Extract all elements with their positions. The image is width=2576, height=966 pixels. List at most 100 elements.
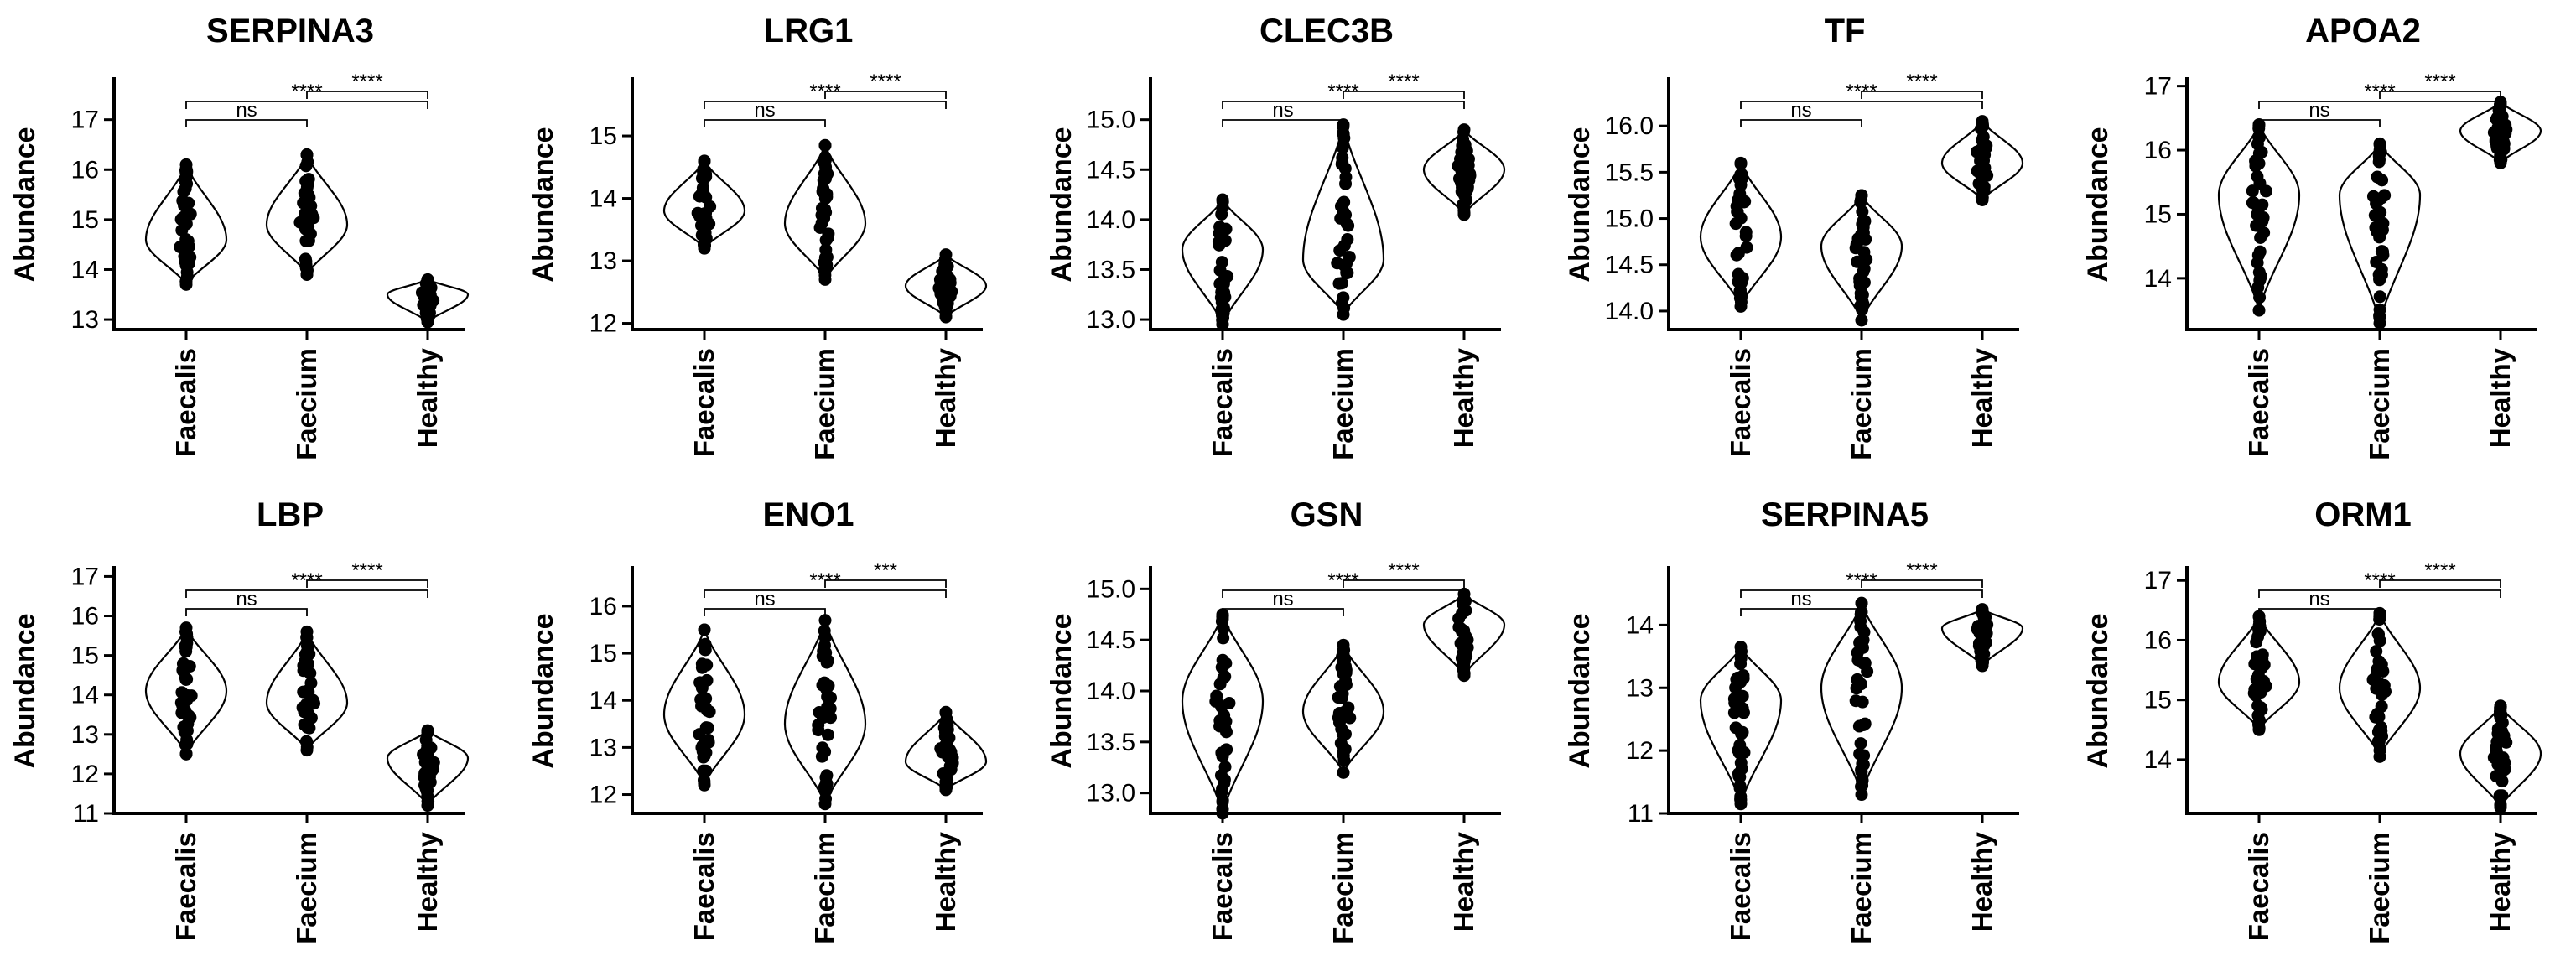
panel-title: ENO1 xyxy=(763,496,854,533)
panel-orm1: ORM1 Abundance 14 15 16 17 Faecalis Faecium Heal… xyxy=(2082,496,2542,944)
data-point xyxy=(1736,702,1749,715)
data-point xyxy=(1729,681,1742,694)
y-tick-label: 15.5 xyxy=(1605,158,1654,186)
data-point xyxy=(2372,628,2386,641)
data-point xyxy=(1734,211,1748,225)
y-tick-label: 15 xyxy=(71,206,99,234)
data-point xyxy=(2377,678,2391,692)
data-point xyxy=(699,721,713,735)
data-point xyxy=(821,654,834,667)
data-point xyxy=(2375,268,2388,282)
data-point xyxy=(821,728,834,741)
data-point xyxy=(179,256,192,269)
data-point xyxy=(1857,657,1870,670)
data-point xyxy=(818,624,831,637)
data-point xyxy=(1854,299,1867,313)
data-point xyxy=(1737,669,1750,683)
significance-bracket xyxy=(1222,101,1465,109)
data-point xyxy=(818,154,832,168)
data-point xyxy=(1854,678,1867,691)
panel-clec3b: CLEC3B Abundance 13.0 13.5 14.0 14.5 15.0 Faeca… xyxy=(1046,13,1506,460)
significance-bracket xyxy=(704,589,947,598)
data-point xyxy=(1455,184,1468,198)
data-point xyxy=(1340,257,1353,270)
significance-label: ns xyxy=(236,588,257,610)
data-point xyxy=(2251,699,2265,712)
data-point xyxy=(1215,661,1228,674)
y-tick-label: 14 xyxy=(589,687,617,714)
significance-bracket xyxy=(1222,119,1344,127)
y-tick-label: 14.0 xyxy=(1605,298,1654,325)
data-point xyxy=(1979,636,1992,649)
data-point xyxy=(303,647,316,661)
y-tick-label: 14 xyxy=(71,256,99,283)
data-point xyxy=(1734,756,1748,770)
data-point xyxy=(1976,115,1989,128)
data-point xyxy=(300,735,314,749)
panel-title: SERPINA5 xyxy=(1761,496,1929,533)
data-point xyxy=(1331,257,1344,270)
y-tick-label: 16.0 xyxy=(1605,112,1654,140)
data-point xyxy=(821,231,834,245)
data-point xyxy=(819,243,833,257)
panel-lbp: LBP Abundance 11 12 13 14 15 16 17 Faecalis Faeciu… xyxy=(9,496,470,944)
y-tick-label: 14.5 xyxy=(1087,156,1135,184)
y-tick-label: 17 xyxy=(2144,567,2172,595)
data-point xyxy=(1729,721,1742,735)
data-point xyxy=(1977,153,1991,167)
data-point xyxy=(818,639,831,652)
x-tick-label: Faecium xyxy=(809,832,840,944)
panel-title: LBP xyxy=(257,496,324,533)
data-point xyxy=(699,643,712,657)
x-tick-label: Faecium xyxy=(1327,832,1358,944)
data-point xyxy=(1732,770,1746,783)
x-tick-label: Faecium xyxy=(2364,832,2395,944)
data-point xyxy=(1461,633,1474,647)
data-point xyxy=(301,178,314,191)
significance-bracket xyxy=(185,101,428,109)
data-point xyxy=(821,700,834,714)
data-point xyxy=(177,720,190,734)
y-tick-label: 16 xyxy=(2144,137,2172,164)
data-point xyxy=(2370,197,2383,210)
data-point xyxy=(1337,196,1350,210)
data-point xyxy=(1978,617,1992,631)
data-point xyxy=(2247,196,2261,210)
x-tick-label: Faecalis xyxy=(170,348,201,457)
y-tick-label: 13 xyxy=(589,247,617,275)
y-axis-label: Abundance xyxy=(1564,613,1596,768)
data-point xyxy=(1341,266,1354,279)
y-axis-label: Abundance xyxy=(527,613,559,768)
data-point xyxy=(944,745,958,759)
data-point xyxy=(2252,718,2266,731)
data-point xyxy=(2376,664,2390,678)
data-point xyxy=(299,234,313,247)
data-point xyxy=(175,224,189,237)
significance-bracket xyxy=(2258,101,2501,109)
data-point xyxy=(176,699,190,713)
y-tick-label: 16 xyxy=(2144,626,2172,654)
data-point xyxy=(1337,291,1350,304)
significance-label: ns xyxy=(1790,588,1811,610)
significance-label: ns xyxy=(2309,588,2329,610)
data-point xyxy=(2376,245,2390,258)
data-point xyxy=(699,206,713,220)
x-tick-label: Healthy xyxy=(930,347,961,448)
significance-bracket xyxy=(1861,579,1983,588)
data-point xyxy=(2370,645,2383,658)
y-tick-label: 12 xyxy=(71,761,99,788)
data-point xyxy=(1852,719,1866,733)
significance-bracket xyxy=(185,608,308,616)
data-point xyxy=(700,658,714,672)
data-point xyxy=(2373,290,2386,304)
data-point xyxy=(1739,226,1753,239)
data-point xyxy=(2378,189,2392,202)
panel-lrg1: LRG1 Abundance 12 13 14 15 Faecalis Faecium Heal… xyxy=(527,13,988,460)
data-point xyxy=(2372,155,2386,169)
y-tick-label: 11 xyxy=(1628,800,1654,828)
significance-label: **** xyxy=(1906,70,1937,93)
significance-label: ns xyxy=(1272,99,1293,122)
data-point xyxy=(421,795,434,808)
data-point xyxy=(421,724,434,737)
